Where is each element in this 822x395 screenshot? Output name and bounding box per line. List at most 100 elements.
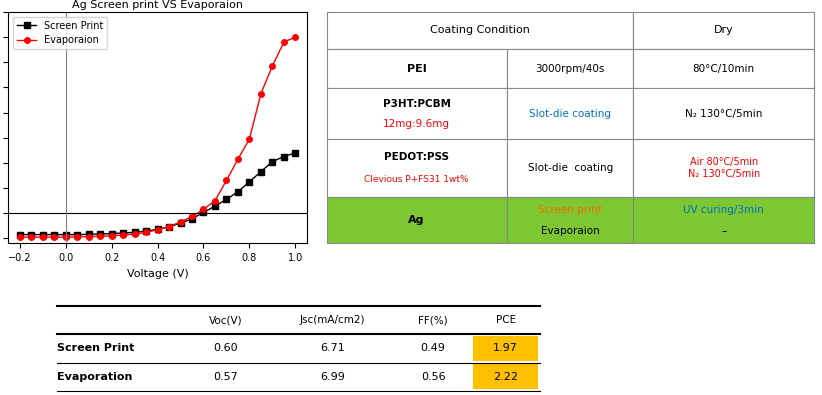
Text: 80°C/10min: 80°C/10min bbox=[693, 64, 755, 73]
Text: Clevious P+FS31 1wt%: Clevious P+FS31 1wt% bbox=[364, 175, 469, 184]
FancyBboxPatch shape bbox=[507, 88, 634, 139]
Screen Print bbox=[199, 210, 209, 215]
Screen Print bbox=[244, 179, 254, 184]
Evaporaion bbox=[61, 235, 71, 239]
Text: 2.22: 2.22 bbox=[493, 372, 518, 382]
Text: UV curing/3min: UV curing/3min bbox=[683, 205, 764, 215]
Evaporaion bbox=[256, 91, 266, 96]
FancyBboxPatch shape bbox=[326, 139, 507, 197]
Text: –: – bbox=[721, 226, 727, 236]
Evaporaion bbox=[141, 230, 151, 235]
Evaporaion bbox=[130, 232, 140, 237]
Evaporaion bbox=[267, 64, 277, 68]
Text: 1.97: 1.97 bbox=[493, 344, 518, 354]
Text: Voc(V): Voc(V) bbox=[209, 315, 242, 325]
Legend: Screen Print, Evaporaion: Screen Print, Evaporaion bbox=[13, 17, 108, 49]
Screen Print bbox=[290, 150, 300, 155]
Evaporaion bbox=[164, 224, 174, 229]
FancyBboxPatch shape bbox=[634, 197, 814, 243]
Text: Slot-die  coating: Slot-die coating bbox=[528, 163, 612, 173]
Text: 6.71: 6.71 bbox=[320, 344, 345, 354]
FancyBboxPatch shape bbox=[507, 139, 634, 197]
Text: Coating Condition: Coating Condition bbox=[430, 25, 530, 36]
Text: Screen Print: Screen Print bbox=[57, 344, 134, 354]
Text: Screen print: Screen print bbox=[538, 205, 602, 215]
Screen Print bbox=[187, 216, 197, 221]
Screen Print bbox=[84, 232, 94, 237]
Text: FF(%): FF(%) bbox=[418, 315, 448, 325]
FancyBboxPatch shape bbox=[507, 49, 634, 88]
Text: N₂ 130°C/5min: N₂ 130°C/5min bbox=[685, 109, 762, 119]
Evaporaion bbox=[199, 207, 209, 212]
Text: P3HT:PCBM: P3HT:PCBM bbox=[383, 100, 450, 109]
Evaporaion bbox=[222, 178, 232, 183]
Evaporaion bbox=[15, 235, 25, 239]
Screen Print bbox=[130, 230, 140, 235]
Screen Print bbox=[210, 204, 220, 209]
Evaporaion bbox=[72, 235, 82, 239]
FancyBboxPatch shape bbox=[634, 12, 814, 49]
Evaporaion bbox=[38, 235, 48, 239]
Screen Print bbox=[38, 232, 48, 237]
Evaporaion bbox=[279, 40, 289, 44]
Evaporaion bbox=[176, 220, 186, 224]
Screen Print bbox=[107, 231, 117, 236]
Evaporaion bbox=[84, 234, 94, 239]
Screen Print bbox=[141, 229, 151, 233]
Screen Print bbox=[49, 232, 59, 237]
Text: Evaporaion: Evaporaion bbox=[541, 226, 599, 236]
Text: Jsc(mA/cm2): Jsc(mA/cm2) bbox=[300, 315, 365, 325]
FancyBboxPatch shape bbox=[326, 49, 507, 88]
X-axis label: Voltage (V): Voltage (V) bbox=[127, 269, 188, 278]
Evaporaion bbox=[187, 214, 197, 219]
Screen Print bbox=[61, 232, 71, 237]
FancyBboxPatch shape bbox=[634, 49, 814, 88]
Screen Print bbox=[153, 227, 163, 231]
FancyBboxPatch shape bbox=[634, 139, 814, 197]
Evaporaion bbox=[153, 228, 163, 232]
Text: Slot-die coating: Slot-die coating bbox=[529, 109, 611, 119]
FancyBboxPatch shape bbox=[326, 12, 634, 49]
Evaporaion bbox=[290, 35, 300, 40]
Text: PEI: PEI bbox=[407, 64, 427, 73]
Screen Print bbox=[164, 224, 174, 229]
Evaporaion bbox=[233, 157, 242, 162]
Text: 0.49: 0.49 bbox=[421, 344, 446, 354]
FancyBboxPatch shape bbox=[634, 88, 814, 139]
Evaporaion bbox=[118, 233, 128, 237]
Screen Print bbox=[26, 232, 36, 237]
Screen Print bbox=[72, 232, 82, 237]
Text: Air 80°C/5min
N₂ 130°C/5min: Air 80°C/5min N₂ 130°C/5min bbox=[687, 157, 760, 179]
Text: Evaporation: Evaporation bbox=[57, 372, 132, 382]
Text: PEDOT:PSS: PEDOT:PSS bbox=[384, 152, 449, 162]
FancyBboxPatch shape bbox=[507, 197, 634, 243]
Evaporaion bbox=[210, 198, 220, 203]
Title: Ag Screen print VS Evaporaion: Ag Screen print VS Evaporaion bbox=[72, 0, 243, 10]
FancyBboxPatch shape bbox=[473, 336, 538, 361]
Screen Print bbox=[118, 231, 128, 235]
Screen Print bbox=[233, 190, 242, 194]
Text: Dry: Dry bbox=[713, 25, 733, 36]
FancyBboxPatch shape bbox=[326, 88, 507, 139]
Line: Screen Print: Screen Print bbox=[17, 150, 298, 237]
Screen Print bbox=[15, 232, 25, 237]
Evaporaion bbox=[107, 233, 117, 238]
Screen Print bbox=[222, 197, 232, 202]
Text: 0.56: 0.56 bbox=[421, 372, 446, 382]
Evaporaion bbox=[26, 235, 36, 239]
Screen Print bbox=[256, 169, 266, 174]
Screen Print bbox=[176, 221, 186, 226]
Screen Print bbox=[279, 154, 289, 159]
Text: PCE: PCE bbox=[496, 315, 515, 325]
Evaporaion bbox=[244, 137, 254, 141]
Line: Evaporaion: Evaporaion bbox=[17, 34, 298, 240]
Evaporaion bbox=[95, 234, 105, 239]
Text: 12mg:9.6mg: 12mg:9.6mg bbox=[383, 119, 450, 129]
FancyBboxPatch shape bbox=[326, 197, 507, 243]
FancyBboxPatch shape bbox=[473, 364, 538, 389]
Evaporaion bbox=[49, 235, 59, 239]
Text: 0.57: 0.57 bbox=[214, 372, 238, 382]
Text: 3000rpm/40s: 3000rpm/40s bbox=[535, 64, 605, 73]
Text: Ag: Ag bbox=[409, 215, 425, 225]
Screen Print bbox=[267, 159, 277, 164]
